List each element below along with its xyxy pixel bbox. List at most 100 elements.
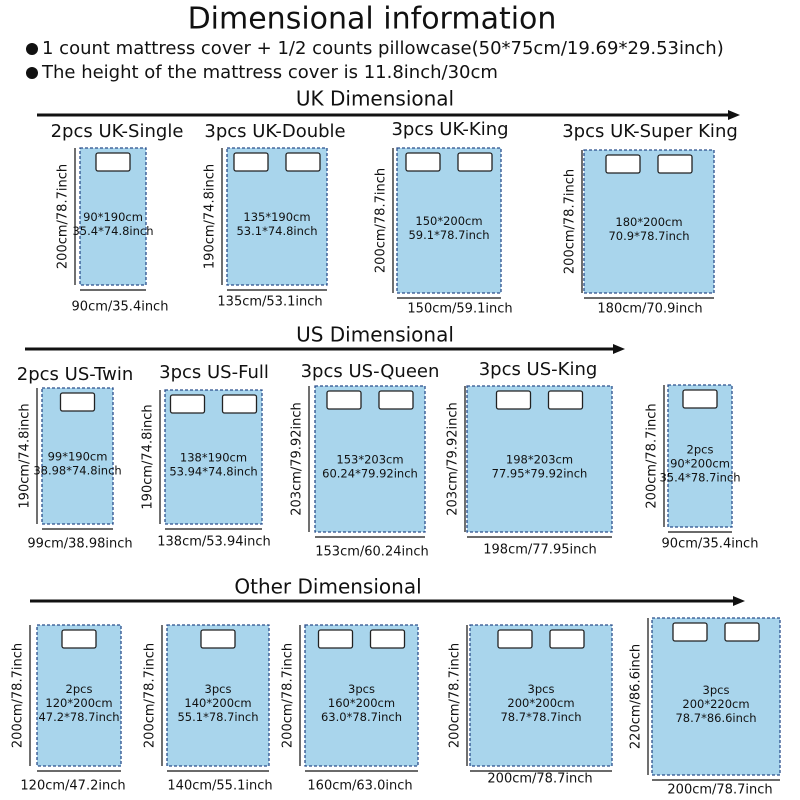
pillow xyxy=(169,394,206,414)
pillow xyxy=(497,629,533,649)
mattress xyxy=(651,617,781,776)
item-name: 3pcs US-King xyxy=(479,359,598,380)
width-label: 153cm/60.24inch xyxy=(315,545,428,560)
size-label: 78.7*78.7inch xyxy=(500,710,581,724)
title: Dimensional information xyxy=(188,2,557,37)
size-label: 90*190cm xyxy=(83,210,143,224)
section-heading: US Dimensional xyxy=(296,323,454,347)
width-label: 99cm/38.98inch xyxy=(27,537,132,552)
height-label: 200cm/78.7inch xyxy=(143,643,158,748)
item-name: 3pcs UK-Super King xyxy=(562,121,738,142)
size-label: 55.1*78.7inch xyxy=(177,710,258,724)
size-label: 200*220cm xyxy=(682,697,749,711)
item-name: 3pcs US-Full xyxy=(159,362,269,383)
height-label: 200cm/78.7inch xyxy=(281,643,296,748)
note: The height of the mattress cover is 11.8… xyxy=(41,62,498,83)
mattress xyxy=(667,384,733,528)
note: 1 count mattress cover + 1/2 counts pill… xyxy=(42,38,724,59)
width-label: 138cm/53.94inch xyxy=(157,535,270,550)
size-label: 2pcs xyxy=(66,682,93,696)
mattress xyxy=(466,385,613,533)
section-heading: UK Dimensional xyxy=(296,87,454,111)
pillow xyxy=(495,390,532,410)
pillow xyxy=(317,629,354,649)
height-label: 200cm/78.7inch xyxy=(563,169,578,274)
height-label: 200cm/78.7inch xyxy=(56,164,71,269)
size-label: 77.95*79.92inch xyxy=(492,467,588,481)
pillow xyxy=(549,629,585,649)
item-name: 2pcs US-Twin xyxy=(17,364,133,385)
mattress xyxy=(36,624,122,767)
pillow xyxy=(200,629,236,649)
size-label: 180*200cm xyxy=(615,215,682,229)
width-label: 90cm/35.4inch xyxy=(72,300,169,315)
arrow-head xyxy=(728,110,740,120)
size-label: 38.98*74.8inch xyxy=(33,464,121,478)
height-label: 190cm/74.8inch xyxy=(18,403,33,508)
width-label: 90cm/35.4inch xyxy=(662,537,759,552)
size-label: 63.0*78.7inch xyxy=(321,710,402,724)
pillow xyxy=(285,152,321,172)
pillow xyxy=(457,152,493,172)
size-label: 78.7*86.6inch xyxy=(675,711,756,725)
size-label: 35.4*78.7inch xyxy=(659,471,740,485)
width-label: 150cm/59.1inch xyxy=(407,302,512,317)
size-label: 198*203cm xyxy=(506,453,573,467)
bullet xyxy=(26,43,38,55)
arrow-head xyxy=(613,344,625,354)
pillow xyxy=(724,622,760,642)
pillow xyxy=(547,390,584,410)
mattress xyxy=(314,385,426,533)
height-label: 200cm/78.7inch xyxy=(448,643,463,748)
pillow xyxy=(657,154,693,174)
width-label: 135cm/53.1inch xyxy=(217,295,322,310)
item-name: 3pcs UK-King xyxy=(391,119,508,140)
size-label: 200*200cm xyxy=(507,696,574,710)
height-label: 200cm/78.7inch xyxy=(645,403,660,508)
size-label: 60.24*79.92inch xyxy=(322,467,418,481)
pillow xyxy=(233,152,269,172)
size-label: 90*200cm xyxy=(670,457,730,471)
size-label: 138*190cm xyxy=(180,451,247,465)
size-label: 153*203cm xyxy=(336,453,403,467)
pillow xyxy=(369,629,406,649)
item-name: 3pcs US-Queen xyxy=(301,361,440,382)
size-label: 2pcs xyxy=(687,443,714,457)
mattress xyxy=(396,147,502,294)
height-label: 190cm/74.8inch xyxy=(203,164,218,269)
size-label: 53.1*74.8inch xyxy=(236,224,317,238)
pillow xyxy=(221,394,258,414)
pillow xyxy=(59,392,96,412)
pillow xyxy=(378,390,414,410)
section-heading: Other Dimensional xyxy=(234,575,421,599)
pillow xyxy=(672,622,708,642)
size-label: 135*190cm xyxy=(243,210,310,224)
width-label: 160cm/63.0inch xyxy=(307,779,412,794)
size-label: 150*200cm xyxy=(415,214,482,228)
width-label: 200cm/78.7inch xyxy=(667,783,772,798)
width-label: 200cm/78.7inch xyxy=(487,772,592,787)
bullet xyxy=(26,67,38,79)
height-label: 203cm/79.92inch xyxy=(290,402,305,515)
pillow xyxy=(326,390,362,410)
width-label: 198cm/77.95inch xyxy=(483,543,596,558)
height-label: 190cm/74.8inch xyxy=(141,404,156,509)
width-label: 140cm/55.1inch xyxy=(167,779,272,794)
height-label: 203cm/79.92inch xyxy=(446,402,461,515)
pillow xyxy=(61,629,97,649)
pillow xyxy=(682,389,718,409)
size-label: 160*200cm xyxy=(328,696,395,710)
mattress xyxy=(469,624,613,767)
size-label: 47.2*78.7inch xyxy=(38,710,119,724)
mattress xyxy=(583,149,715,294)
size-label: 3pcs xyxy=(205,682,232,696)
size-label: 140*200cm xyxy=(184,696,251,710)
size-label: 3pcs xyxy=(528,682,555,696)
width-label: 120cm/47.2inch xyxy=(20,779,125,794)
size-label: 120*200cm xyxy=(45,696,112,710)
size-label: 35.4*74.8inch xyxy=(72,224,153,238)
item-name: 3pcs UK-Double xyxy=(204,121,345,142)
size-label: 59.1*78.7inch xyxy=(408,228,489,242)
height-label: 220cm/86.6inch xyxy=(629,644,644,749)
